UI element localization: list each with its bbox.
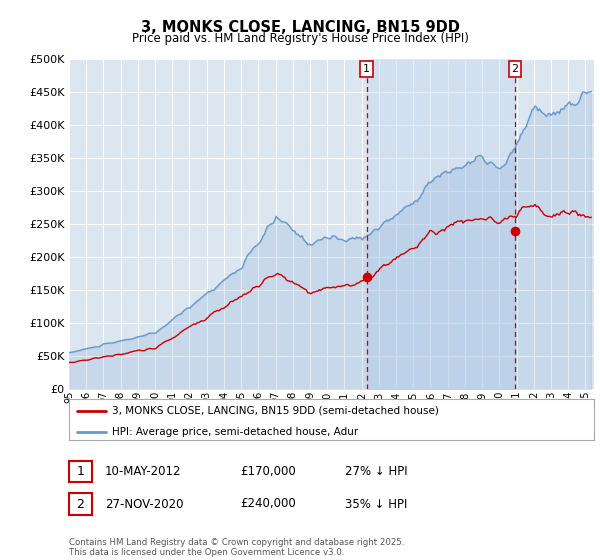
Text: 1: 1 (76, 465, 85, 478)
Text: HPI: Average price, semi-detached house, Adur: HPI: Average price, semi-detached house,… (112, 427, 358, 437)
Text: 1: 1 (363, 64, 370, 74)
Text: £240,000: £240,000 (240, 497, 296, 511)
Text: £170,000: £170,000 (240, 465, 296, 478)
Text: Price paid vs. HM Land Registry's House Price Index (HPI): Price paid vs. HM Land Registry's House … (131, 32, 469, 45)
Text: 35% ↓ HPI: 35% ↓ HPI (345, 497, 407, 511)
Text: 2: 2 (511, 64, 518, 74)
Text: 3, MONKS CLOSE, LANCING, BN15 9DD: 3, MONKS CLOSE, LANCING, BN15 9DD (140, 20, 460, 35)
Text: 3, MONKS CLOSE, LANCING, BN15 9DD (semi-detached house): 3, MONKS CLOSE, LANCING, BN15 9DD (semi-… (112, 405, 439, 416)
Text: Contains HM Land Registry data © Crown copyright and database right 2025.
This d: Contains HM Land Registry data © Crown c… (69, 538, 404, 557)
Text: 27% ↓ HPI: 27% ↓ HPI (345, 465, 407, 478)
Text: 2: 2 (76, 497, 85, 511)
Text: 10-MAY-2012: 10-MAY-2012 (105, 465, 182, 478)
Text: 27-NOV-2020: 27-NOV-2020 (105, 497, 184, 511)
